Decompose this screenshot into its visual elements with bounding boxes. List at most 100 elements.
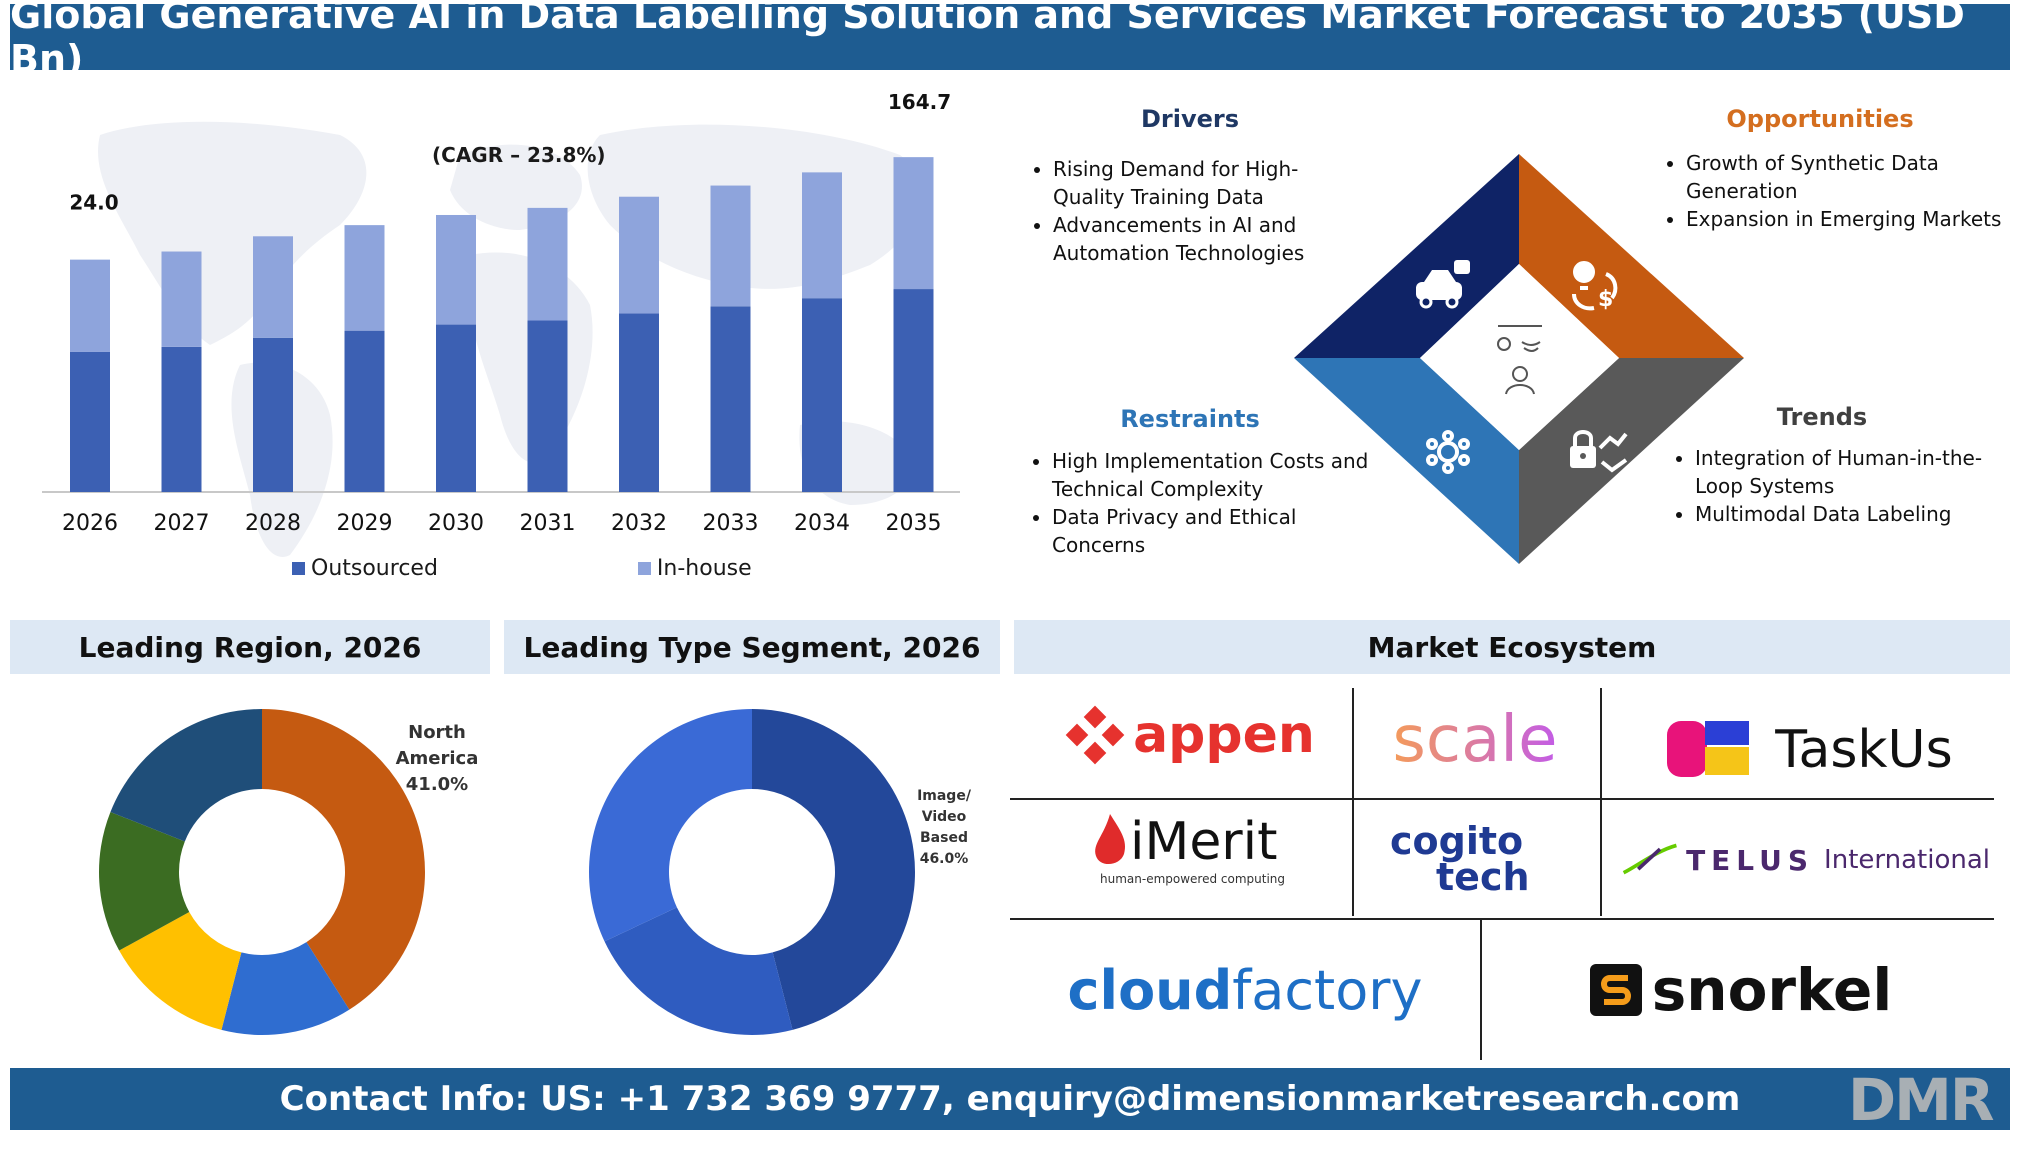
type-donut-chart [589, 709, 915, 1035]
donut-slice [99, 811, 190, 951]
market-bar-chart: 2026 24.0 2027 2028 2029 2030 2031 2032 2033 2034… [42, 90, 960, 536]
bar-inhouse [70, 259, 110, 352]
legend-inhouse: In-house [637, 556, 752, 581]
drivers-title: Drivers [1140, 105, 1240, 133]
bar-inhouse [893, 157, 934, 290]
factor-diamond: $ [1294, 154, 1744, 564]
donut-slice [589, 709, 752, 942]
restraints-title: Restraints [1120, 405, 1260, 433]
contact-footer: Contact Info: US: +1 732 369 9777, enqui… [10, 1068, 2010, 1130]
x-tick-label: 2026 [62, 511, 118, 536]
bar-outsourced [710, 306, 751, 492]
x-tick-label: 2034 [794, 511, 850, 536]
x-tick-label: 2031 [520, 511, 576, 536]
data-label-first: 24.0 [69, 191, 118, 215]
opportunity-item: Expansion in Emerging Markets [1686, 205, 2020, 233]
driver-item: Advancements in AI and Automation Techno… [1053, 211, 1353, 267]
trends-list: Integration of Human-in-the-Loop Systems… [1667, 444, 2020, 528]
appen-mark-icon [1065, 705, 1125, 765]
trend-item: Integration of Human-in-the-Loop Systems [1695, 444, 2020, 500]
scale-logo: scale [1392, 703, 1558, 777]
appen-logo: appen [1040, 700, 1340, 770]
diamond-trends-quadrant [1519, 358, 1744, 564]
donut-slice [119, 911, 242, 1030]
bar-outsourced [253, 337, 293, 492]
ecosystem-section-header: Market Ecosystem [1014, 620, 2010, 674]
imerit-flame-icon [1095, 814, 1126, 865]
telus-international-logo: TELUS International [1620, 830, 1990, 890]
idea-dollar-icon: $ [1572, 261, 1618, 312]
bar-inhouse [710, 185, 751, 307]
diamond-drivers-quadrant [1294, 154, 1519, 358]
donut-slice [110, 709, 262, 842]
bar-inhouse [344, 225, 385, 331]
opportunities-title: Opportunities [1726, 105, 1914, 133]
robot-car-icon [1416, 260, 1470, 309]
bar-outsourced [619, 313, 659, 492]
ecosystem-divider [1010, 798, 1994, 800]
page-title: Global Generative AI in Data Labelling S… [10, 0, 2010, 81]
trends-title: Trends [1776, 403, 1868, 431]
svg-text:$: $ [1598, 287, 1613, 312]
bar-outsourced [802, 298, 842, 492]
bar-inhouse [802, 172, 842, 299]
diamond-center [1420, 264, 1619, 450]
x-tick-label: 2030 [428, 511, 484, 536]
ecosystem-divider [1352, 688, 1354, 916]
taskus-mark-icon [1667, 721, 1750, 777]
bar-inhouse [527, 207, 568, 321]
x-tick-label: 2033 [703, 511, 759, 536]
bar-inhouse [253, 236, 293, 338]
type-donut-label: Image/ Video Based 46.0% [917, 788, 971, 867]
legend-outsourced: Outsourced [292, 556, 438, 581]
x-tick-label: 2029 [337, 511, 393, 536]
restraint-item: Data Privacy and Ethical Concerns [1052, 503, 1372, 559]
bar-outsourced [893, 289, 934, 492]
x-tick-label: 2028 [245, 511, 301, 536]
diamond-opportunities-quadrant [1519, 154, 1744, 358]
imerit-logo: iMerit human-empowered computing [1090, 812, 1310, 902]
bar-outsourced [344, 330, 385, 492]
lock-trend-icon [1570, 430, 1628, 473]
dmr-logo: DMR [1848, 1066, 1995, 1134]
ecosystem-divider [1480, 918, 1482, 1060]
x-tick-label: 2032 [611, 511, 667, 536]
bar-outsourced [161, 346, 202, 492]
cogitotech-logo: cogito tech [1390, 819, 1530, 899]
chart-legend: Outsourced In-house [292, 556, 752, 581]
opportunity-item: Growth of Synthetic Data Generation [1686, 149, 2020, 205]
region-section-header: Leading Region, 2026 [10, 620, 490, 674]
driver-item: Rising Demand for High-Quality Training … [1053, 155, 1353, 211]
taskus-logo: TaskUs [1640, 710, 1980, 790]
bar-outsourced [70, 351, 110, 492]
region-donut-chart [99, 709, 426, 1035]
x-tick-label: 2035 [886, 511, 942, 536]
ecosystem-divider [1600, 688, 1602, 916]
data-label-last: 164.7 [888, 90, 951, 114]
region-donut-label: North America 41.0% [395, 722, 479, 795]
ecosystem-divider [1010, 918, 1994, 920]
trend-item: Multimodal Data Labeling [1695, 500, 2020, 528]
donut-slice [262, 709, 426, 1010]
bar-outsourced [527, 320, 568, 492]
x-tick-label: 2027 [154, 511, 210, 536]
restraint-item: High Implementation Costs and Technical … [1052, 447, 1372, 503]
drivers-list: Rising Demand for High-Quality Training … [1025, 155, 1353, 267]
snorkel-mark-icon [1589, 964, 1642, 1016]
bar-inhouse [436, 214, 476, 325]
diamond-restraints-quadrant [1294, 358, 1519, 564]
type-section-header: Leading Type Segment, 2026 [504, 620, 1000, 674]
bar-outsourced [436, 324, 476, 492]
network-icon [1426, 430, 1470, 474]
cagr-annotation: (CAGR – 23.8%) [432, 143, 606, 167]
snorkel-logo: snorkel [1540, 950, 1940, 1030]
donut-slice [752, 709, 915, 1030]
opportunities-list: Growth of Synthetic Data Generation Expa… [1658, 149, 2020, 233]
bar-inhouse [619, 196, 659, 314]
cloudfactory-logo: cloud factory [1067, 958, 1423, 1022]
legend-swatch-outsourced [292, 562, 305, 575]
telus-mark-icon [1622, 843, 1677, 875]
bar-inhouse [161, 251, 202, 347]
donut-slice [604, 907, 793, 1035]
donut-slice [221, 942, 350, 1035]
